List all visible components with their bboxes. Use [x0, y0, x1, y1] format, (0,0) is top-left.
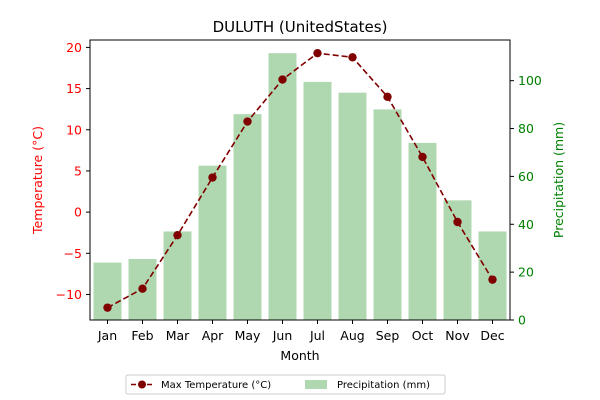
legend-box [125, 374, 446, 395]
y-left-tick-label: 15 [66, 81, 82, 96]
y-right-tick-label: 60 [518, 169, 534, 184]
chart-title: DULUTH (UnitedStates) [213, 18, 388, 36]
x-tick-label: Jul [309, 328, 325, 343]
y-left-tick-label: 20 [66, 40, 82, 55]
temperature-series-line [107, 52, 494, 309]
temperature-point [173, 230, 182, 240]
temperature-point [243, 117, 252, 126]
x-axis: Jan Feb Mar Apr May Jun Jul Aug Sep Oct Nov Dec [97, 320, 505, 343]
precip-bar [163, 231, 192, 320]
temperature-point [453, 217, 462, 227]
temperature-point [488, 275, 497, 284]
y-left-tick-label: 5 [74, 163, 82, 178]
x-tick-label: Mar [166, 328, 190, 343]
y-right-tick-label: 40 [518, 217, 534, 232]
x-tick-label: Sep [376, 328, 400, 343]
legend-bar-swatch [305, 380, 327, 389]
y-left-tick-label: 10 [66, 122, 82, 137]
y-axis-right: 0 20 40 60 80 100 [510, 73, 542, 328]
x-tick-label: Feb [131, 328, 153, 343]
precip-bar [303, 81, 332, 320]
y-right-tick-label: 20 [518, 265, 534, 280]
temperature-point [208, 173, 217, 182]
x-tick-label: Aug [340, 328, 364, 343]
plot-frame [89, 39, 511, 321]
y-right-tick-label: 100 [518, 73, 542, 88]
x-tick-label: Jan [97, 328, 117, 343]
temperature-point [313, 48, 322, 58]
precip-bar [408, 142, 437, 320]
temperature-line [103, 48, 497, 312]
temperature-point [383, 92, 392, 102]
x-tick-label: Dec [480, 328, 504, 343]
temperature-point [348, 53, 357, 62]
y-left-tick-label: 0 [74, 205, 82, 220]
y-axis-left: −10 −5 0 5 10 15 20 [56, 40, 90, 302]
temperature-point [278, 75, 287, 84]
y-axis-right-label: Precipitation (mm) [551, 122, 566, 238]
precip-bar [198, 165, 227, 320]
x-tick-label: Nov [445, 328, 470, 343]
temperature-point [418, 152, 427, 162]
y-left-tick-label: −5 [64, 246, 82, 261]
y-right-tick-label: 80 [518, 121, 534, 136]
legend-label-temperature: Max Temperature (°C) [161, 380, 271, 391]
precip-bar [233, 114, 262, 320]
x-tick-label: Oct [412, 328, 434, 343]
x-tick-label: Jun [272, 328, 293, 343]
legend: Max Temperature (°C) Precipitation (mm) [125, 374, 446, 395]
temperature-point [103, 303, 112, 312]
precip-bar [373, 109, 402, 321]
precipitation-bars [93, 53, 507, 321]
x-tick-label: May [235, 328, 261, 343]
y-axis-left-label: Temperature (°C) [30, 126, 45, 235]
y-right-tick-label: 0 [518, 313, 526, 328]
x-axis-label: Month [280, 348, 319, 363]
legend-label-precipitation: Precipitation (mm) [337, 380, 430, 391]
temperature-point [138, 284, 147, 293]
y-left-tick-label: −10 [56, 287, 82, 302]
precip-bar [338, 92, 367, 321]
precip-bar [268, 53, 297, 321]
x-tick-label: Apr [202, 328, 224, 343]
legend-marker-swatch [138, 380, 146, 389]
